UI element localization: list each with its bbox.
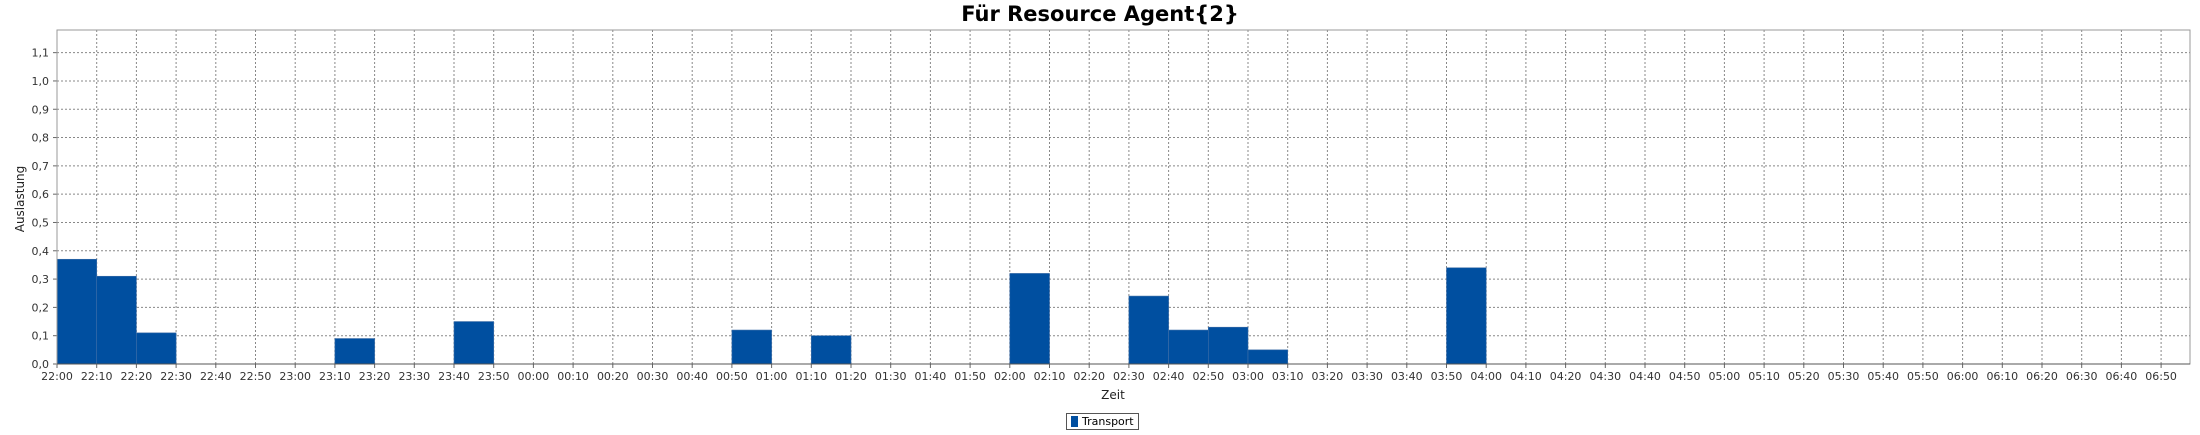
x-tick-label: 05:50 (1907, 370, 1939, 383)
x-tick-label: 02:40 (1153, 370, 1185, 383)
bar-2310 (334, 338, 375, 365)
x-tick-label: 23:10 (319, 370, 351, 383)
x-tick-label: 00:40 (676, 370, 708, 383)
bar-0250 (1208, 326, 1249, 365)
bars-group (56, 258, 1487, 365)
y-axis-label: Auslastung (13, 166, 27, 233)
x-tick-label: 02:50 (1192, 370, 1224, 383)
x-tick-label: 03:10 (1272, 370, 1304, 383)
bar-0200 (1009, 273, 1050, 365)
x-tick-label: 01:40 (915, 370, 947, 383)
x-tick-label: 03:50 (1431, 370, 1463, 383)
bar-2200 (56, 258, 98, 365)
bar-0350 (1446, 267, 1487, 365)
x-tick-label: 06:20 (2026, 370, 2058, 383)
x-tick-label: 05:00 (1709, 370, 1741, 383)
x-tick-label: 04:10 (1510, 370, 1542, 383)
bar-0230 (1128, 295, 1169, 365)
plot-frame (53, 29, 2191, 368)
x-tick-label: 23:50 (478, 370, 510, 383)
bar-2220 (136, 332, 177, 365)
x-tick-label: 23:30 (398, 370, 430, 383)
y-tick-label: 0,8 (32, 132, 50, 145)
y-tick-label: 0,1 (32, 330, 50, 343)
x-axis-label: Zeit (1101, 388, 1125, 402)
x-tick-label: 05:20 (1788, 370, 1820, 383)
x-tick-label: 23:00 (279, 370, 311, 383)
bar-0110 (810, 335, 852, 365)
plot-background (57, 30, 2190, 364)
x-tick-label: 01:20 (835, 370, 867, 383)
bar-0240 (1168, 329, 1209, 365)
x-tick-label: 23:40 (438, 370, 470, 383)
x-tick-label: 00:20 (597, 370, 629, 383)
x-tick-label: 01:50 (954, 370, 986, 383)
x-tick-labels: 22:00 22:10 22:20 22:30 22:40 22:50 23:00 23:10… (41, 370, 2177, 383)
x-tick-label: 06:50 (2145, 370, 2177, 383)
x-tick-label: 02:10 (1034, 370, 1066, 383)
x-tick-label: 05:30 (1828, 370, 1860, 383)
x-tick-label: 01:30 (875, 370, 907, 383)
y-tick-label: 0,4 (32, 245, 50, 258)
x-tick-label: 06:00 (1947, 370, 1979, 383)
x-tick-label: 01:10 (795, 370, 827, 383)
x-tick-label: 04:20 (1550, 370, 1582, 383)
legend: Transport (1066, 413, 1139, 430)
x-tick-label: 06:10 (1986, 370, 2018, 383)
y-tick-label: 0,2 (32, 301, 50, 314)
y-tick-label: 0,9 (32, 103, 50, 116)
y-tick-label: 1,0 (32, 75, 50, 88)
x-tick-label: 00:00 (518, 370, 550, 383)
bar-2210 (96, 275, 137, 365)
x-tick-label: 22:30 (160, 370, 192, 383)
x-tick-label: 00:30 (637, 370, 669, 383)
y-tick-label: 0,6 (32, 188, 50, 201)
x-tick-label: 05:40 (1867, 370, 1899, 383)
x-tick-label: 02:30 (1113, 370, 1145, 383)
bar-2340 (453, 321, 495, 365)
x-tick-label: 06:30 (2066, 370, 2098, 383)
y-tick-label: 0,7 (32, 160, 50, 173)
x-tick-label: 03:40 (1391, 370, 1423, 383)
x-tick-label: 23:20 (359, 370, 391, 383)
x-tick-label: 00:50 (716, 370, 748, 383)
legend-label-transport: Transport (1082, 415, 1134, 428)
y-tick-label: 0,0 (32, 358, 50, 371)
x-tick-label: 22:10 (81, 370, 113, 383)
x-tick-label: 03:20 (1312, 370, 1344, 383)
x-tick-label: 03:00 (1232, 370, 1264, 383)
x-tick-label: 22:50 (240, 370, 272, 383)
x-tick-label: 04:00 (1470, 370, 1502, 383)
x-tick-label: 22:20 (121, 370, 153, 383)
y-tick-label: 0,5 (32, 216, 50, 229)
grid-lines (56, 30, 2190, 364)
x-tick-label: 04:50 (1669, 370, 1701, 383)
x-tick-label: 22:00 (41, 370, 73, 383)
y-tick-label: 1,1 (32, 47, 50, 60)
x-tick-label: 05:10 (1748, 370, 1780, 383)
chart-title: Für Resource Agent{2} (961, 2, 1239, 26)
y-tick-labels: 0,0 0,1 0,2 0,3 0,4 0,5 0,6 0,7 0,8 0,9 1,0 1,1 (32, 47, 50, 371)
x-tick-label: 22:40 (200, 370, 232, 383)
x-tick-label: 00:10 (557, 370, 589, 383)
x-tick-label: 03:30 (1351, 370, 1383, 383)
x-tick-label: 02:20 (1073, 370, 1105, 383)
x-tick-label: 04:30 (1589, 370, 1621, 383)
x-tick-label: 06:40 (2106, 370, 2138, 383)
legend-swatch-transport (1071, 416, 1078, 427)
x-tick-label: 01:00 (756, 370, 788, 383)
x-tick-label: 04:40 (1629, 370, 1661, 383)
x-tick-label: 02:00 (994, 370, 1026, 383)
bar-0300 (1247, 349, 1289, 365)
y-tick-label: 0,3 (32, 273, 50, 286)
bar-0050 (731, 329, 772, 365)
